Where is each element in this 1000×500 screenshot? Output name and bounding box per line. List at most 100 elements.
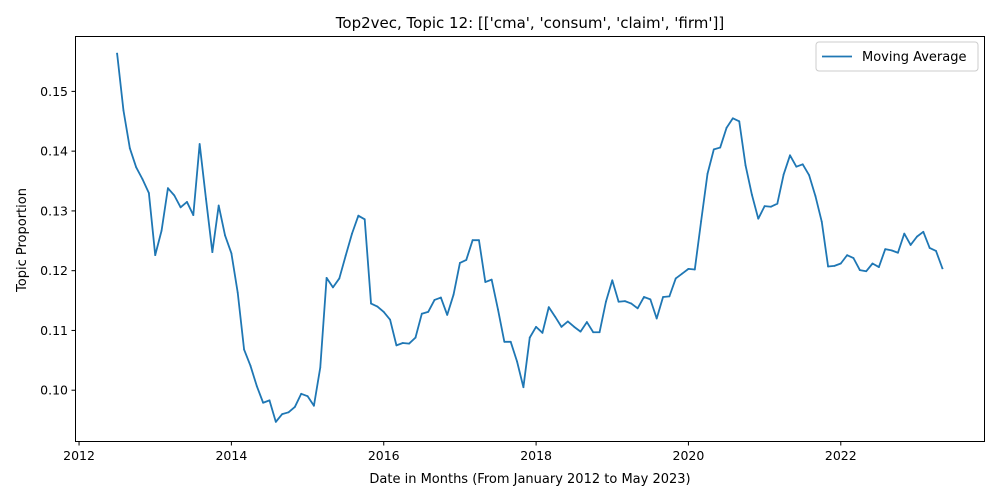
x-tick-label: 2018 xyxy=(520,448,552,463)
data-point xyxy=(585,321,588,323)
data-point xyxy=(344,254,347,257)
data-point xyxy=(439,296,442,299)
data-point xyxy=(306,395,309,398)
data-point xyxy=(427,311,430,313)
data-point xyxy=(655,317,658,320)
data-point xyxy=(300,392,303,395)
data-point xyxy=(681,272,683,275)
data-point xyxy=(395,344,398,347)
data-point xyxy=(135,166,138,169)
data-point xyxy=(700,220,703,222)
data-point xyxy=(478,239,480,242)
plot-area xyxy=(116,52,944,423)
data-point xyxy=(179,206,182,209)
y-tick-label: 0.14 xyxy=(40,144,68,159)
data-point xyxy=(262,401,265,404)
legend-box xyxy=(815,41,979,72)
chart-title: Top2vec, Topic 12: [['cma', 'consum', 'c… xyxy=(335,14,724,32)
data-point xyxy=(389,318,391,321)
data-point xyxy=(497,308,499,311)
data-point xyxy=(801,163,804,166)
data-point xyxy=(852,257,855,260)
data-point xyxy=(941,267,944,270)
data-point xyxy=(827,265,829,268)
data-point xyxy=(922,230,925,233)
data-point xyxy=(884,248,887,251)
data-point xyxy=(236,291,239,294)
y-axis: 0.10 0.11 0.12 0.13 0.14 0.15 xyxy=(40,84,76,398)
data-point xyxy=(763,205,766,208)
data-point xyxy=(789,154,791,157)
data-point xyxy=(865,270,868,273)
x-tick-label: 2016 xyxy=(368,448,400,463)
data-point xyxy=(370,302,372,305)
data-point xyxy=(128,147,131,150)
data-point xyxy=(211,251,214,254)
data-point xyxy=(839,262,842,265)
legend-label-moving-average: Moving Average xyxy=(862,50,966,65)
data-point xyxy=(230,252,233,255)
data-point xyxy=(160,229,163,232)
data-point xyxy=(338,277,341,280)
data-point xyxy=(249,364,252,367)
data-point xyxy=(446,314,449,316)
data-point xyxy=(598,331,601,334)
data-point xyxy=(147,192,150,194)
data-point xyxy=(281,413,284,416)
data-point xyxy=(471,239,474,242)
data-point xyxy=(401,342,404,344)
y-tick-label: 0.15 xyxy=(40,84,68,99)
data-point xyxy=(141,178,144,181)
data-point xyxy=(668,295,671,298)
data-point xyxy=(535,325,537,328)
data-point xyxy=(897,251,899,254)
data-point xyxy=(605,300,607,303)
data-point xyxy=(738,120,741,123)
x-tick-label: 2012 xyxy=(63,448,95,463)
data-point xyxy=(928,247,931,249)
data-point xyxy=(465,259,468,261)
data-point xyxy=(674,277,677,280)
x-tick-label: 2014 xyxy=(215,448,247,463)
data-point xyxy=(833,264,836,267)
data-point xyxy=(459,262,461,264)
data-point xyxy=(643,296,645,298)
data-point xyxy=(611,279,614,282)
data-point xyxy=(186,201,188,203)
data-point xyxy=(287,411,290,414)
data-point xyxy=(205,198,207,200)
y-tick-label: 0.13 xyxy=(40,203,68,218)
data-point xyxy=(744,164,747,167)
data-point xyxy=(319,366,322,369)
data-point xyxy=(243,348,245,351)
data-point xyxy=(795,165,798,168)
data-point xyxy=(293,406,296,408)
data-point xyxy=(776,202,779,205)
data-point xyxy=(503,340,506,343)
x-axis-label: Date in Months (From January 2012 to May… xyxy=(369,472,690,487)
y-tick-label: 0.11 xyxy=(40,323,68,338)
data-point xyxy=(808,174,810,176)
data-point xyxy=(624,300,626,303)
data-point xyxy=(363,218,366,221)
data-point xyxy=(554,315,557,318)
x-tick-label: 2020 xyxy=(673,448,705,463)
data-point xyxy=(198,143,201,145)
data-point xyxy=(452,293,455,296)
data-point xyxy=(566,320,569,323)
data-point xyxy=(167,187,169,190)
data-point xyxy=(433,299,436,301)
data-point xyxy=(757,217,760,220)
data-point xyxy=(351,232,353,235)
data-point xyxy=(693,268,696,271)
data-point xyxy=(916,235,918,238)
data-point xyxy=(579,330,582,333)
data-point xyxy=(522,386,525,389)
data-point xyxy=(770,205,772,208)
data-point xyxy=(490,278,493,281)
data-point xyxy=(224,234,226,237)
data-point xyxy=(871,262,874,265)
data-point xyxy=(420,312,423,315)
data-point xyxy=(274,420,277,423)
